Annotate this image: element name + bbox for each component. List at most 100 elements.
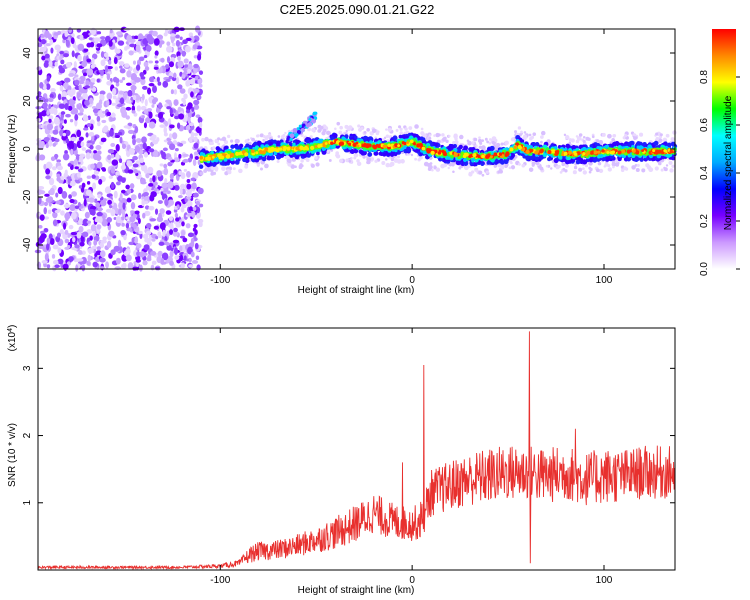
spectrogram-halo-point [528, 133, 532, 137]
spectrogram-noise-point [187, 68, 191, 74]
spectrogram-halo-point [357, 124, 361, 128]
spectrogram-noise-point [198, 70, 204, 75]
spectrogram-noise-point [43, 43, 47, 52]
spectrogram-noise-point [163, 167, 169, 176]
spectrogram-noise-point [56, 165, 63, 171]
spectrogram-noise-point [167, 181, 174, 189]
spectrogram-noise-point [157, 81, 162, 86]
spectrogram-halo-point [615, 163, 620, 167]
spectrogram-noise-point [115, 97, 119, 105]
spectrogram-halo-point [366, 161, 369, 164]
spectrogram-noise-point [187, 116, 191, 124]
spectrogram-halo-point [212, 146, 216, 150]
spectrogram-halo-point [668, 160, 673, 165]
spectrogram-trace-point [199, 152, 204, 156]
spectrogram-noise-point [66, 89, 73, 96]
spectrogram-noise-point [159, 66, 163, 74]
spectrogram-halo-point [578, 133, 583, 137]
spectrogram-noise-point [55, 138, 60, 143]
spectrogram-noise-point [67, 163, 72, 167]
spectrogram-noise-point [172, 132, 178, 140]
spectrogram-noise-point [89, 97, 94, 105]
spectrogram-halo-point [576, 136, 582, 141]
spectrogram-noise-point [177, 106, 182, 114]
spectrogram-noise-point [194, 156, 199, 160]
spectrogram-noise-point [169, 229, 174, 235]
spectrogram-halo-point [470, 170, 475, 174]
spectrogram-noise-point [181, 74, 186, 79]
spectrogram-noise-point [198, 122, 203, 128]
spectrogram-noise-point [125, 106, 132, 111]
spectrogram-noise-point [91, 174, 96, 179]
spectrogram-noise-point [105, 261, 109, 269]
spectrogram-noise-point [54, 209, 61, 214]
spectrogram-noise-point [54, 153, 58, 160]
spectrogram-halo-point [204, 136, 209, 142]
spectrogram-noise-point [133, 223, 137, 230]
spectrogram-halo-point [314, 156, 318, 160]
spectrogram-noise-point [170, 89, 174, 95]
spectrogram-noise-point [120, 177, 126, 183]
spectrogram-noise-point [119, 97, 125, 105]
spectrogram-halo-point [477, 138, 482, 143]
spectrogram-halo-point [374, 159, 378, 163]
spectrogram-noise-point [115, 152, 120, 160]
spectrogram-halo-point [441, 133, 445, 137]
spectrogram-halo-point [598, 140, 604, 145]
spectrogram-noise-point [179, 187, 183, 196]
spectrogram-noise-point [117, 131, 123, 136]
spectrogram-noise-point [44, 30, 50, 38]
spectrogram-noise-point [86, 58, 92, 63]
spectrogram-noise-point [72, 236, 76, 243]
spectrogram-halo-point [371, 128, 377, 133]
spectrogram-trace-point [429, 142, 434, 147]
spectrogram-noise-point [114, 48, 121, 54]
spectrogram-noise-point [55, 200, 62, 205]
spectrogram-noise-point [136, 251, 141, 257]
spectrogram-noise-point [193, 55, 198, 59]
spectrogram-halo-point [443, 136, 447, 141]
spectrogram-noise-point [46, 123, 54, 131]
spectrogram-halo-point [442, 162, 448, 168]
spectrogram-noise-point [57, 258, 64, 265]
spectrogram-halo-point [597, 161, 602, 166]
spectrogram-noise-point [165, 64, 169, 70]
spectrogram-halo-point [319, 125, 324, 130]
spectrogram-noise-point [141, 115, 145, 119]
spectrogram-halo-point [433, 134, 436, 137]
spectrogram-noise-point [173, 72, 177, 79]
spectrogram-noise-point [177, 194, 183, 199]
spectrogram-noise-point [110, 167, 116, 174]
spectrogram-halo-point [356, 161, 362, 167]
spectrogram-noise-point [141, 93, 145, 101]
spectrogram-noise-point [193, 136, 198, 143]
spectrogram-halo-point [256, 163, 260, 167]
spectrogram-noise-point [125, 254, 132, 262]
spectrogram-trace-point [535, 142, 540, 146]
spectrogram-halo-point [607, 167, 612, 172]
spectrogram-noise-point [153, 38, 160, 46]
spectrogram-noise-point [142, 260, 148, 266]
spectrogram-noise-point [142, 212, 146, 219]
spectrogram-halo-point [636, 163, 640, 167]
spectrogram-halo-point [670, 137, 675, 142]
spectrogram-noise-point [74, 114, 79, 121]
spectrogram-noise-point [129, 216, 136, 223]
spectrogram-noise-point [62, 263, 69, 270]
spectrogram-noise-point [82, 218, 89, 227]
spectrogram-noise-point [82, 55, 87, 64]
spectrogram-trace-point [398, 134, 403, 139]
spectrogram-noise-point [99, 113, 106, 118]
spectrogram-halo-point [244, 139, 249, 144]
spectrogram-noise-point [69, 180, 76, 187]
spectrogram-halo-point [514, 130, 518, 134]
spectrogram-noise-point [179, 36, 183, 41]
spectrogram-trace-point [273, 139, 277, 144]
spectrogram-halo-point [238, 168, 243, 174]
spectrogram-noise-point [92, 231, 97, 237]
spectrogram-halo-point [612, 133, 617, 138]
spectrogram-noise-point [82, 115, 89, 122]
spectrogram-noise-point [138, 264, 143, 272]
spectrogram-halo-point [310, 163, 315, 168]
spectrogram-noise-point [80, 88, 85, 94]
